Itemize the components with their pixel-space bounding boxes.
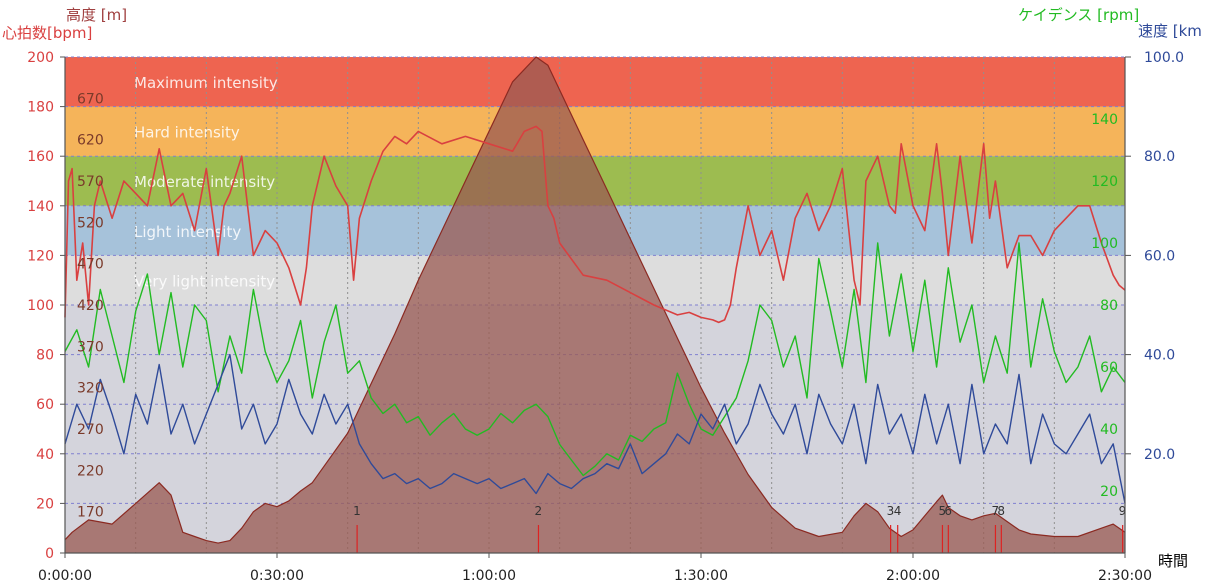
altitude-tick-label: 370 (77, 339, 104, 355)
lap-label: 6 (944, 504, 952, 518)
speed-axis-title: 速度 [km (1138, 22, 1202, 40)
elevation-line (64, 56, 1126, 544)
time-axis-title: 時間 (1158, 552, 1189, 570)
hr-tick-label: 80 (36, 348, 54, 364)
cadence-tick-label: 20 (1100, 484, 1118, 500)
cadence-tick-label: 100 (1091, 236, 1118, 252)
speed-tick-label: 100.0 (1144, 50, 1184, 66)
zone-label: Hard intensity (134, 124, 240, 142)
cadence-line (64, 242, 1126, 477)
hr-tick-label: 100 (27, 298, 54, 314)
time-tick-label: 1:30:00 (674, 568, 728, 584)
time-tick-label: 2:30:00 (1098, 568, 1152, 584)
speed-tick-label: 60.0 (1144, 248, 1175, 264)
heart-rate-axis-title: 心拍数[bpm] (2, 24, 93, 42)
hr-tick-label: 40 (36, 447, 54, 463)
altitude-tick-label: 670 (77, 91, 104, 107)
lap-label: 3 (887, 504, 895, 518)
time-tick-label: 0:30:00 (250, 568, 304, 584)
hr-tick-label: 20 (36, 496, 54, 512)
hr-tick-label: 160 (27, 149, 54, 165)
altitude-tick-label: 320 (77, 381, 104, 397)
zone-band (65, 57, 1125, 107)
altitude-tick-label: 570 (77, 174, 104, 190)
lap-label: 1 (353, 504, 361, 518)
cadence-tick-label: 140 (1091, 112, 1118, 128)
altitude-tick-label: 170 (77, 505, 104, 521)
time-tick-label: 0:00:00 (38, 568, 92, 584)
axes-layer: 0204060801001201401601802001702202703203… (27, 50, 1184, 584)
cadence-tick-label: 60 (1100, 360, 1118, 376)
lap-label: 9 (1119, 504, 1127, 518)
lap-label: 4 (894, 504, 902, 518)
altitude-tick-label: 520 (77, 215, 104, 231)
zone-label: Moderate intensity (134, 173, 275, 191)
lap-label: 7 (991, 504, 999, 518)
hr-tick-label: 180 (27, 100, 54, 116)
cadence-tick-label: 80 (1100, 298, 1118, 314)
altitude-tick-label: 220 (77, 463, 104, 479)
zone-label: Light intensity (134, 223, 241, 241)
speed-line (64, 353, 1126, 504)
altitude-tick-label: 620 (77, 133, 104, 149)
lap-label: 2 (534, 504, 542, 518)
cadence-axis-title: ケイデンス [rpm] (1018, 6, 1140, 24)
zone-label: Very light intensity (134, 272, 275, 290)
elevation-area (65, 57, 1125, 553)
hr-tick-label: 120 (27, 248, 54, 264)
time-tick-label: 1:00:00 (462, 568, 516, 584)
hr-tick-label: 60 (36, 397, 54, 413)
altitude-tick-label: 470 (77, 257, 104, 273)
lap-markers: 1 2 3 4 56 78 9 (353, 504, 1126, 553)
hr-tick-label: 140 (27, 199, 54, 215)
altitude-tick-label: 270 (77, 422, 104, 438)
heart-rate-line (64, 125, 1126, 324)
altitude-tick-label: 420 (77, 298, 104, 314)
hr-tick-label: 200 (27, 50, 54, 66)
hr-tick-label: 0 (45, 546, 54, 562)
speed-tick-label: 40.0 (1144, 348, 1175, 364)
time-tick-label: 2:00:00 (886, 568, 940, 584)
lap-label: 5 (938, 504, 946, 518)
cadence-tick-label: 40 (1100, 422, 1118, 438)
speed-tick-label: 20.0 (1144, 447, 1175, 463)
cadence-tick-label: 120 (1091, 174, 1118, 190)
altitude-axis-title: 高度 [m] (66, 6, 128, 24)
zone-band (65, 106, 1125, 157)
series-layer (64, 56, 1126, 553)
lap-label: 8 (997, 504, 1005, 518)
speed-tick-label: 80.0 (1144, 149, 1175, 165)
